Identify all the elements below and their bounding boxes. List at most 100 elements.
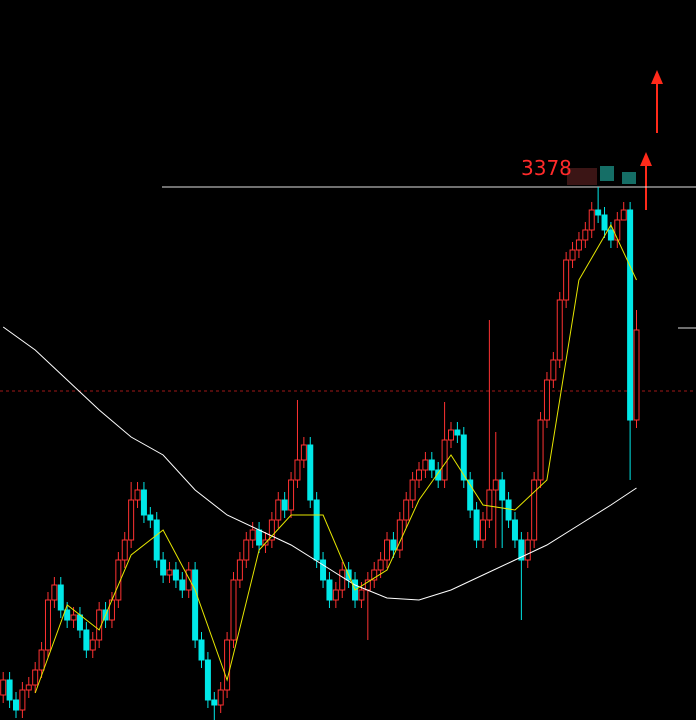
candle-body [249,529,256,541]
candle-body [281,499,288,511]
candle-body [6,679,13,701]
candle-body [51,584,58,601]
candle-body [307,444,314,501]
candle-body [313,499,320,561]
candle-body [83,629,90,651]
candle-body [428,459,435,471]
candle-body [627,209,634,421]
candle-body [441,439,448,481]
candle-body [377,559,384,571]
candle-body [288,479,295,511]
candle-body [422,459,429,471]
candle-body [550,359,557,381]
candle-body [409,479,416,501]
candle-body [505,499,512,521]
candle-body [64,609,71,621]
candle-body [543,379,550,421]
candle-body [486,489,493,521]
candle-body [563,259,570,301]
candle-body [166,569,173,576]
candle-body [204,659,211,701]
candle-body [403,499,410,521]
candle-body [537,419,544,481]
candle-body [32,669,39,686]
candle-body [454,429,461,436]
candle-body [128,499,135,541]
candle-body [57,584,64,611]
candle-body [358,589,365,601]
candle-body [211,699,218,706]
candle-body [499,479,506,501]
candle-body [384,539,391,561]
candle-body [160,559,167,576]
candle-body [300,444,307,461]
candle-body [217,689,224,706]
candle-body [38,649,45,671]
candle-body [192,569,199,641]
candle-body [614,219,621,241]
candle-body [339,569,346,591]
candle-body [582,229,589,241]
candle-body [467,479,474,511]
candle-body [153,519,160,561]
candle-body [575,239,582,251]
candle-body [89,639,96,651]
candle-body [492,479,499,491]
candle-body [569,249,576,261]
candle-body [588,209,595,231]
candle-body [70,614,77,621]
candle-body [416,469,423,481]
candle-body [134,489,141,501]
moving-average [34,223,637,694]
candle-body [473,509,480,541]
candle-body [524,539,531,561]
candle-body [320,559,327,581]
candle-body [147,514,154,521]
candle-body [44,599,51,651]
candle-body [633,329,640,421]
candle-body [390,539,397,551]
candle-body [76,614,83,631]
overlay-block [567,168,597,185]
candle-body [595,209,602,216]
candle-body [294,459,301,481]
moving-average [2,326,637,601]
candle-body [601,214,608,231]
candle-body [268,519,275,541]
candle-body [179,579,186,591]
candle-body [243,539,250,561]
candle-body [371,569,378,581]
arrow [640,152,652,210]
candle-body [224,639,231,691]
candle-body [332,589,339,601]
candle-body [396,519,403,551]
candle-body [25,684,32,691]
candle-body [256,529,263,546]
candle-body [531,479,538,541]
candle-body [230,579,237,641]
candle-body [479,519,486,541]
level-label: 3378 [521,156,572,180]
candle-body [447,429,454,441]
candle-body [121,539,128,561]
candle-body [198,639,205,661]
candle-body [518,539,525,561]
candle-body [326,579,333,601]
candle-body [0,679,7,696]
candle-body [275,499,282,521]
candle-body [12,699,19,711]
candle-body [460,434,467,481]
candle-body [236,559,243,581]
candle-body [140,489,147,516]
candle-body [607,229,614,241]
candle-body [19,689,26,711]
overlay-block [622,172,636,184]
candle-body [511,519,518,541]
candle-body [172,569,179,581]
candle-body [620,209,627,221]
candle-body [185,569,192,591]
overlay-block [600,166,614,181]
candle-body [435,469,442,481]
arrow [651,70,663,133]
